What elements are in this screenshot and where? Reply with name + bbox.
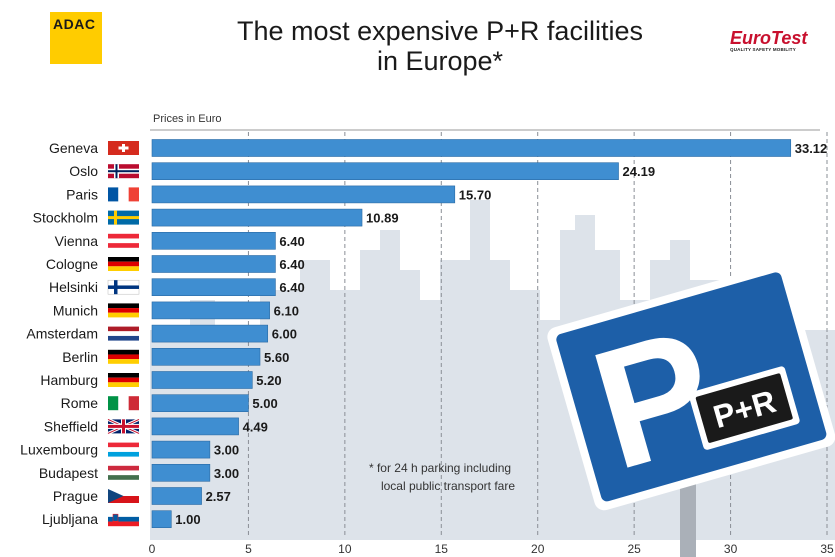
bar-value-label: 5.20 [256,373,281,388]
annotation-line2: local public transport fare [381,479,515,493]
ticks-group: 0 5 10 15 20 25 30 35 [149,542,834,556]
category-label: Prague [53,488,98,504]
bar-value-label: 33.12 [795,141,828,156]
bar [151,510,172,529]
x-tick-label: 25 [627,542,641,556]
bar [151,487,202,505]
bar-value-label: 3.00 [214,443,239,458]
bar-value-label: 6.40 [279,234,304,249]
flags-group [107,141,140,527]
category-label: Ljubljana [42,511,98,527]
adac-logo: ADAC [50,12,102,64]
category-label: Rome [61,395,99,411]
category-label: Helsinki [49,279,98,295]
x-tick-label: 0 [149,542,156,556]
category-label: Paris [66,186,98,202]
chart-title-line1: The most expensive P+R facilities [237,16,643,46]
bar-value-label: 6.00 [272,327,297,342]
bar-value-label: 5.00 [252,396,277,411]
bar-value-label: 24.19 [623,164,656,179]
eurotest-logo: EuroTest QUALITY SAFETY MOBILITY [730,28,818,68]
adac-logo-text: ADAC [53,16,96,32]
bar-value-label: 5.60 [264,350,289,365]
category-label: Berlin [62,349,98,365]
bar [151,185,456,204]
bar [151,278,276,297]
country-flag-icon [108,164,139,179]
bar [151,347,261,366]
country-flag-icon [108,489,139,503]
category-label: Cologne [46,256,98,272]
country-flag-icon [108,396,139,411]
bar [151,440,211,459]
country-flag-icon [108,349,139,364]
country-flag-icon [108,257,139,271]
category-label: Geneva [49,140,98,156]
bar [151,463,211,482]
bar-value-label: 6.40 [279,257,304,272]
category-label: Vienna [55,233,99,249]
bar-value-label: 6.40 [279,280,304,295]
country-flag-icon [108,465,139,480]
bar [151,417,239,436]
bar [151,208,363,227]
country-flag-icon [108,326,139,341]
bar-value-label: 2.57 [206,489,231,504]
category-label: Stockholm [33,210,98,226]
category-label: Amsterdam [26,326,98,342]
bar-value-label: 10.89 [366,211,399,226]
country-flag-icon [107,418,140,435]
bar [151,301,270,320]
category-label: Oslo [69,163,98,179]
country-flag-icon [108,210,139,225]
x-tick-label: 15 [435,542,449,556]
bar-value-label: 6.10 [274,303,299,318]
category-label: Munich [53,302,98,318]
park-and-ride-sign: P P+R [547,263,835,557]
chart-title: The most expensive P+R facilities in Eur… [180,16,700,76]
bar [151,162,619,180]
bar-value-label: 15.70 [459,187,492,202]
country-flag-icon [107,279,140,295]
bar [151,232,276,250]
chart-title-line2: in Europe* [376,46,504,76]
bar [151,255,276,273]
bar [151,394,249,413]
category-label: Luxembourg [20,442,98,458]
x-tick-label: 30 [724,542,738,556]
bar-value-label: 3.00 [214,466,239,481]
bar [151,139,792,157]
category-label: Hamburg [40,372,98,388]
labels-group: 33.12 Geneva 24.19 Oslo 15.70 Paris 10.89 Stock… [20,140,827,527]
bar-value-label: 4.49 [243,419,268,434]
x-tick-label: 20 [531,542,545,556]
country-flag-icon [108,373,139,387]
x-tick-label: 10 [338,542,352,556]
country-flag-icon [108,141,139,155]
bar [151,324,269,343]
x-tick-label: 5 [245,542,252,556]
country-flag-icon [108,512,139,527]
bar-value-label: 1.00 [175,512,200,527]
category-label: Sheffield [44,418,98,434]
bars-group [151,139,792,529]
category-label: Budapest [39,465,98,481]
country-flag-icon [108,442,139,457]
country-flag-icon [108,187,139,202]
eurotest-logo-text: EuroTest [730,28,808,48]
bar [151,371,253,389]
eurotest-tagline: QUALITY SAFETY MOBILITY [730,47,796,52]
country-flag-icon [108,233,139,248]
chart-subtitle: Prices in Euro [153,113,221,125]
x-tick-label: 35 [820,542,834,556]
annotation-line1: * for 24 h parking including [369,461,511,475]
country-flag-icon [108,303,139,318]
